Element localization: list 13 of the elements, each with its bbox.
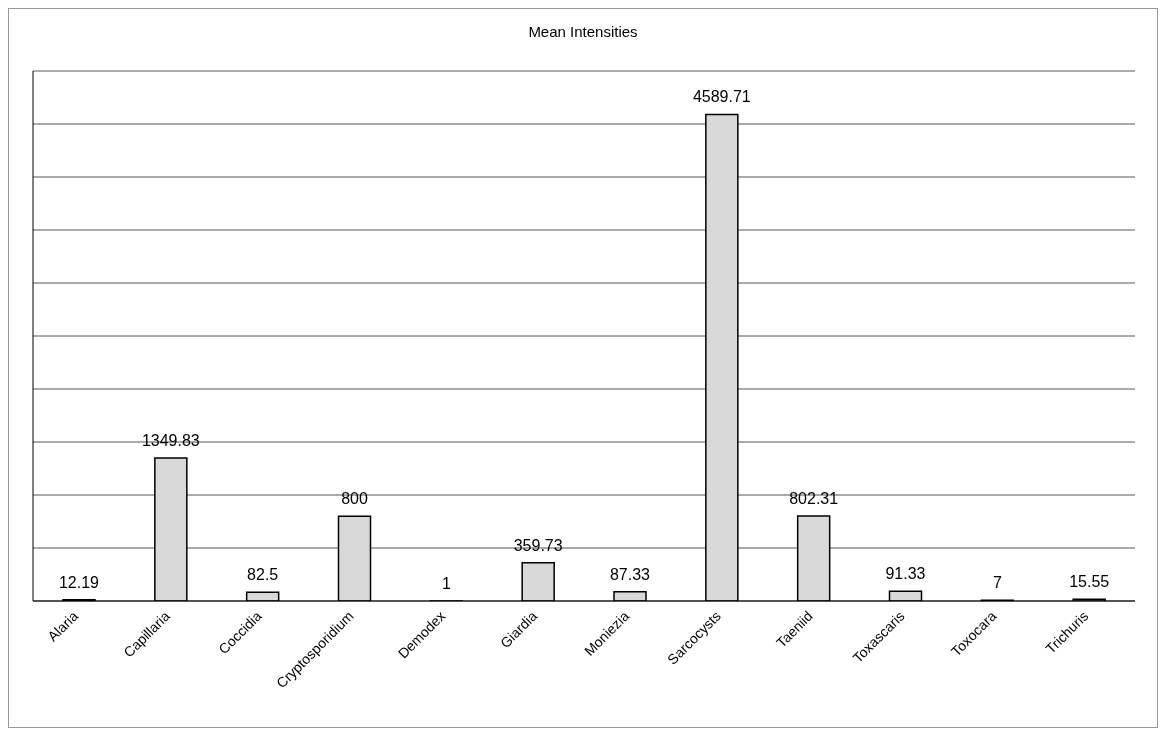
data-label: 12.19 bbox=[58, 573, 100, 591]
data-label: 87.33 bbox=[609, 565, 651, 583]
chart-title: Mean Intensities bbox=[527, 22, 639, 42]
data-label: 800 bbox=[341, 490, 368, 508]
data-label: 1349.83 bbox=[141, 431, 200, 449]
data-label: 1 bbox=[441, 574, 451, 592]
data-label: 91.33 bbox=[885, 565, 926, 583]
data-label: 82.5 bbox=[247, 566, 279, 584]
data-label: 4589.71 bbox=[692, 88, 751, 106]
data-label: 15.55 bbox=[1069, 573, 1110, 591]
data-label: 802.31 bbox=[789, 489, 839, 507]
data-label: 7 bbox=[992, 574, 1002, 592]
data-label: 359.73 bbox=[513, 536, 563, 554]
